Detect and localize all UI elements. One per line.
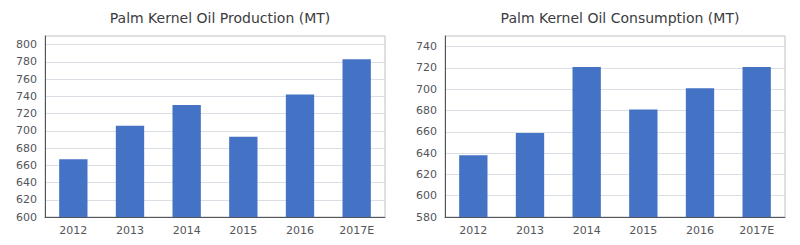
svg-text:2013: 2013: [516, 224, 544, 237]
svg-text:2015: 2015: [629, 224, 657, 237]
svg-text:660: 660: [16, 159, 37, 172]
svg-text:600: 600: [16, 211, 37, 224]
svg-text:780: 780: [16, 55, 37, 68]
svg-text:700: 700: [416, 83, 437, 96]
svg-text:640: 640: [416, 147, 437, 160]
svg-text:620: 620: [416, 168, 437, 181]
svg-text:Palm Kernel Oil Consumption (M: Palm Kernel Oil Consumption (MT): [501, 10, 740, 26]
svg-text:2012: 2012: [59, 224, 87, 237]
svg-text:700: 700: [16, 124, 37, 137]
svg-text:680: 680: [416, 104, 437, 117]
svg-text:2013: 2013: [116, 224, 144, 237]
svg-text:2015: 2015: [229, 224, 257, 237]
svg-text:2014: 2014: [573, 224, 601, 237]
svg-text:2014: 2014: [173, 224, 201, 237]
svg-text:2017E: 2017E: [339, 224, 374, 237]
svg-text:720: 720: [416, 61, 437, 74]
svg-text:580: 580: [416, 211, 437, 224]
svg-text:2012: 2012: [459, 224, 487, 237]
svg-text:600: 600: [416, 189, 437, 202]
svg-text:680: 680: [16, 142, 37, 155]
svg-text:740: 740: [416, 40, 437, 53]
svg-text:640: 640: [16, 176, 37, 189]
svg-text:760: 760: [16, 73, 37, 86]
svg-text:800: 800: [16, 38, 37, 51]
svg-text:720: 720: [16, 107, 37, 120]
svg-text:Palm Kernel Oil Production (MT: Palm Kernel Oil Production (MT): [110, 10, 331, 26]
svg-text:2017E: 2017E: [739, 224, 774, 237]
svg-text:2016: 2016: [686, 224, 714, 237]
svg-text:2016: 2016: [286, 224, 314, 237]
svg-text:660: 660: [416, 125, 437, 138]
svg-text:620: 620: [16, 193, 37, 206]
svg-text:740: 740: [16, 90, 37, 103]
